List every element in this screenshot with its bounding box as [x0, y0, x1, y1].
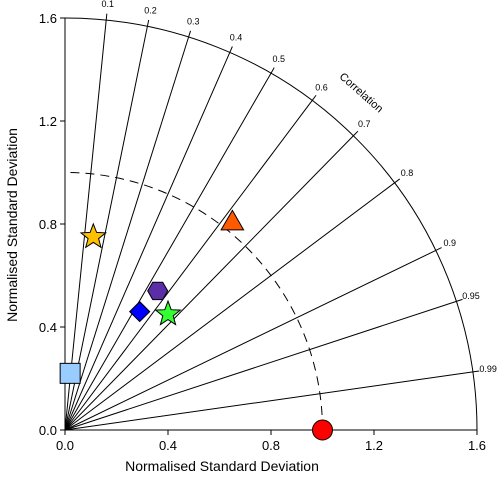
y-tick-label: 0.8 [39, 217, 57, 232]
y-tick-label: 0.4 [39, 320, 57, 335]
outer-std-arc [64, 17, 478, 431]
x-tick-label: 0.4 [159, 438, 177, 453]
correlation-tick [188, 30, 192, 38]
axis-ticks: 0.0 0.4 0.8 1.2 1.6 0.0 0.4 0.8 1.2 1.6 [39, 11, 486, 453]
correlation-tick-label: 0.1 [101, 0, 114, 9]
reference-std-arc [64, 172, 323, 431]
correlation-tick [472, 370, 480, 373]
correlation-tick [270, 67, 275, 74]
correlation-tick-label: 0.95 [462, 291, 480, 301]
correlation-ray [64, 20, 107, 431]
correlation-tick-label: 0.2 [144, 6, 157, 16]
marker-circle [312, 419, 333, 441]
y-tick-label: 1.2 [39, 114, 57, 129]
x-tick-label: 1.6 [468, 438, 486, 453]
correlation-ray [64, 72, 272, 431]
correlation-tick [311, 94, 317, 101]
correlation-tick-labels: 0.1 0.2 0.3 0.4 0.5 0.6 0.7 0.8 0.9 0.95 0.99 [101, 0, 496, 374]
x-tick-label: 0.0 [56, 438, 74, 453]
correlation-ray [64, 182, 395, 431]
correlation-ray [64, 249, 437, 431]
correlation-tick [394, 178, 401, 184]
correlation-ray [64, 300, 457, 431]
data-markers [59, 209, 333, 441]
correlation-ray [64, 36, 190, 431]
correlation-tick [146, 19, 150, 27]
x-tick-label: 1.2 [365, 438, 383, 453]
correlation-ray [64, 52, 231, 431]
y-tick-label: 1.6 [39, 11, 57, 26]
correlation-ray [64, 371, 473, 431]
correlation-tick-label: 0.3 [187, 17, 200, 27]
correlation-tick-label: 0.6 [315, 82, 328, 92]
correlation-ray [64, 100, 313, 431]
y-axis-title: Normalised Standard Deviation [4, 128, 20, 322]
correlation-tick [435, 247, 442, 251]
correlation-ray [64, 135, 354, 431]
marker-hexagon [147, 281, 169, 301]
correlation-tick [105, 13, 108, 21]
correlation-ray [64, 26, 148, 431]
correlation-tick [456, 298, 463, 302]
correlation-rays [64, 13, 480, 431]
correlation-tick-label: 0.8 [401, 168, 414, 178]
marker-star [79, 222, 108, 249]
marker-triangle [220, 209, 245, 231]
correlation-tick [229, 46, 233, 53]
correlation-tick-label: 0.99 [479, 364, 497, 374]
correlation-tick-label: 0.5 [272, 54, 285, 64]
x-axis-title: Normalised Standard Deviation [125, 458, 319, 474]
y-tick-label: 0.0 [39, 423, 57, 438]
marker-diamond [128, 300, 151, 323]
correlation-tick-label: 0.9 [443, 238, 456, 248]
correlation-title: Correlation [337, 71, 385, 116]
marker-square [59, 362, 81, 384]
correlation-tick [353, 130, 359, 137]
x-tick-label: 0.8 [262, 438, 280, 453]
correlation-tick-label: 0.4 [230, 33, 243, 43]
correlation-tick-label: 0.7 [358, 119, 371, 129]
marker-star [154, 299, 182, 326]
